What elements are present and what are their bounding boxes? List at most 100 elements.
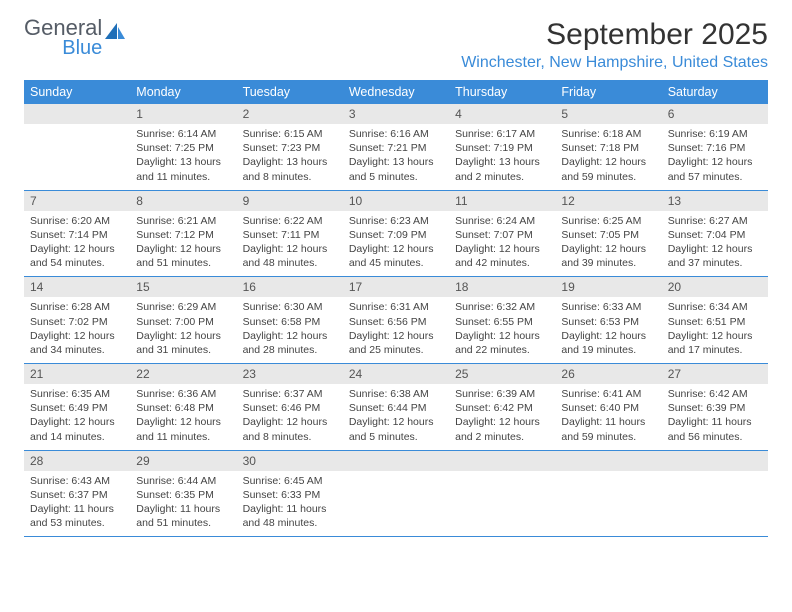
- calendar-cell: 1Sunrise: 6:14 AMSunset: 7:25 PMDaylight…: [130, 104, 236, 190]
- day-body: Sunrise: 6:24 AMSunset: 7:07 PMDaylight:…: [449, 211, 555, 277]
- day-number: 6: [662, 104, 768, 124]
- calendar-cell: 27Sunrise: 6:42 AMSunset: 6:39 PMDayligh…: [662, 364, 768, 451]
- sunrise-text: Sunrise: 6:14 AM: [136, 127, 230, 141]
- calendar-cell: 23Sunrise: 6:37 AMSunset: 6:46 PMDayligh…: [237, 364, 343, 451]
- calendar-cell: 17Sunrise: 6:31 AMSunset: 6:56 PMDayligh…: [343, 277, 449, 364]
- sunset-text: Sunset: 7:02 PM: [30, 315, 124, 329]
- daylight-text-1: Daylight: 11 hours: [30, 502, 124, 516]
- header: General Blue September 2025 Winchester, …: [24, 18, 768, 72]
- calendar-cell: [555, 450, 661, 537]
- sunrise-text: Sunrise: 6:43 AM: [30, 474, 124, 488]
- day-body: [343, 471, 449, 529]
- calendar-cell: 15Sunrise: 6:29 AMSunset: 7:00 PMDayligh…: [130, 277, 236, 364]
- day-number: 30: [237, 451, 343, 471]
- sunset-text: Sunset: 6:46 PM: [243, 401, 337, 415]
- calendar-cell: 4Sunrise: 6:17 AMSunset: 7:19 PMDaylight…: [449, 104, 555, 190]
- daylight-text-1: Daylight: 11 hours: [668, 415, 762, 429]
- day-number: 13: [662, 191, 768, 211]
- sunset-text: Sunset: 6:40 PM: [561, 401, 655, 415]
- daylight-text-2: and 17 minutes.: [668, 343, 762, 357]
- sunset-text: Sunset: 6:39 PM: [668, 401, 762, 415]
- day-number: 11: [449, 191, 555, 211]
- sunset-text: Sunset: 7:23 PM: [243, 141, 337, 155]
- day-body: Sunrise: 6:21 AMSunset: 7:12 PMDaylight:…: [130, 211, 236, 277]
- daylight-text-1: Daylight: 13 hours: [243, 155, 337, 169]
- daylight-text-1: Daylight: 11 hours: [561, 415, 655, 429]
- daylight-text-2: and 2 minutes.: [455, 430, 549, 444]
- calendar-cell: 11Sunrise: 6:24 AMSunset: 7:07 PMDayligh…: [449, 190, 555, 277]
- day-body: Sunrise: 6:38 AMSunset: 6:44 PMDaylight:…: [343, 384, 449, 450]
- sunrise-text: Sunrise: 6:22 AM: [243, 214, 337, 228]
- day-number: [24, 104, 130, 124]
- weekday-header: Wednesday: [343, 80, 449, 104]
- calendar-cell: 6Sunrise: 6:19 AMSunset: 7:16 PMDaylight…: [662, 104, 768, 190]
- day-body: Sunrise: 6:37 AMSunset: 6:46 PMDaylight:…: [237, 384, 343, 450]
- daylight-text-2: and 11 minutes.: [136, 430, 230, 444]
- sunrise-text: Sunrise: 6:42 AM: [668, 387, 762, 401]
- sunset-text: Sunset: 6:35 PM: [136, 488, 230, 502]
- daylight-text-2: and 28 minutes.: [243, 343, 337, 357]
- daylight-text-1: Daylight: 12 hours: [561, 155, 655, 169]
- sunset-text: Sunset: 6:56 PM: [349, 315, 443, 329]
- sunrise-text: Sunrise: 6:44 AM: [136, 474, 230, 488]
- day-number: [555, 451, 661, 471]
- daylight-text-1: Daylight: 12 hours: [136, 415, 230, 429]
- day-number: 15: [130, 277, 236, 297]
- sunset-text: Sunset: 7:19 PM: [455, 141, 549, 155]
- daylight-text-1: Daylight: 12 hours: [30, 415, 124, 429]
- daylight-text-2: and 22 minutes.: [455, 343, 549, 357]
- calendar-page: General Blue September 2025 Winchester, …: [0, 0, 792, 555]
- day-number: 9: [237, 191, 343, 211]
- day-number: 25: [449, 364, 555, 384]
- calendar-cell: 24Sunrise: 6:38 AMSunset: 6:44 PMDayligh…: [343, 364, 449, 451]
- day-body: Sunrise: 6:42 AMSunset: 6:39 PMDaylight:…: [662, 384, 768, 450]
- daylight-text-1: Daylight: 12 hours: [668, 155, 762, 169]
- weekday-header: Tuesday: [237, 80, 343, 104]
- day-number: 2: [237, 104, 343, 124]
- day-body: Sunrise: 6:43 AMSunset: 6:37 PMDaylight:…: [24, 471, 130, 537]
- day-number: 10: [343, 191, 449, 211]
- calendar-cell: 13Sunrise: 6:27 AMSunset: 7:04 PMDayligh…: [662, 190, 768, 277]
- day-body: Sunrise: 6:16 AMSunset: 7:21 PMDaylight:…: [343, 124, 449, 190]
- calendar-cell: 9Sunrise: 6:22 AMSunset: 7:11 PMDaylight…: [237, 190, 343, 277]
- daylight-text-2: and 34 minutes.: [30, 343, 124, 357]
- sunrise-text: Sunrise: 6:21 AM: [136, 214, 230, 228]
- day-body: Sunrise: 6:30 AMSunset: 6:58 PMDaylight:…: [237, 297, 343, 363]
- calendar-cell: 16Sunrise: 6:30 AMSunset: 6:58 PMDayligh…: [237, 277, 343, 364]
- sunrise-text: Sunrise: 6:35 AM: [30, 387, 124, 401]
- daylight-text-2: and 31 minutes.: [136, 343, 230, 357]
- title-block: September 2025 Winchester, New Hampshire…: [461, 18, 768, 72]
- daylight-text-1: Daylight: 13 hours: [136, 155, 230, 169]
- daylight-text-2: and 14 minutes.: [30, 430, 124, 444]
- day-body: Sunrise: 6:22 AMSunset: 7:11 PMDaylight:…: [237, 211, 343, 277]
- day-number: 24: [343, 364, 449, 384]
- daylight-text-1: Daylight: 12 hours: [561, 242, 655, 256]
- sunrise-text: Sunrise: 6:34 AM: [668, 300, 762, 314]
- daylight-text-2: and 48 minutes.: [243, 256, 337, 270]
- day-body: Sunrise: 6:27 AMSunset: 7:04 PMDaylight:…: [662, 211, 768, 277]
- day-body: Sunrise: 6:39 AMSunset: 6:42 PMDaylight:…: [449, 384, 555, 450]
- calendar-cell: 20Sunrise: 6:34 AMSunset: 6:51 PMDayligh…: [662, 277, 768, 364]
- daylight-text-1: Daylight: 12 hours: [243, 329, 337, 343]
- day-body: Sunrise: 6:14 AMSunset: 7:25 PMDaylight:…: [130, 124, 236, 190]
- daylight-text-2: and 5 minutes.: [349, 170, 443, 184]
- sunrise-text: Sunrise: 6:45 AM: [243, 474, 337, 488]
- daylight-text-2: and 54 minutes.: [30, 256, 124, 270]
- day-number: 4: [449, 104, 555, 124]
- sunset-text: Sunset: 7:05 PM: [561, 228, 655, 242]
- daylight-text-1: Daylight: 12 hours: [136, 329, 230, 343]
- daylight-text-1: Daylight: 11 hours: [136, 502, 230, 516]
- sail-icon: [104, 21, 126, 48]
- day-number: 20: [662, 277, 768, 297]
- logo: General Blue: [24, 18, 126, 58]
- sunrise-text: Sunrise: 6:38 AM: [349, 387, 443, 401]
- sunrise-text: Sunrise: 6:16 AM: [349, 127, 443, 141]
- day-body: [24, 124, 130, 182]
- daylight-text-2: and 51 minutes.: [136, 516, 230, 530]
- daylight-text-2: and 11 minutes.: [136, 170, 230, 184]
- daylight-text-1: Daylight: 12 hours: [349, 329, 443, 343]
- daylight-text-1: Daylight: 12 hours: [668, 242, 762, 256]
- sunrise-text: Sunrise: 6:19 AM: [668, 127, 762, 141]
- calendar-cell: 18Sunrise: 6:32 AMSunset: 6:55 PMDayligh…: [449, 277, 555, 364]
- sunset-text: Sunset: 6:48 PM: [136, 401, 230, 415]
